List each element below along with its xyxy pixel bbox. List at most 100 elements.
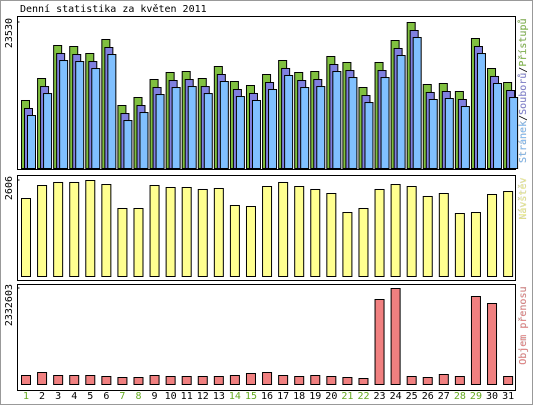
chart-title: Denní statistika za květen 2011 bbox=[20, 3, 207, 15]
bar bbox=[390, 288, 401, 385]
bar bbox=[509, 97, 519, 169]
x-tick-label: 11 bbox=[181, 391, 193, 402]
bar bbox=[503, 376, 514, 386]
bar bbox=[251, 99, 261, 169]
bar bbox=[438, 374, 449, 386]
bar bbox=[197, 376, 208, 386]
bar bbox=[316, 86, 326, 169]
bar bbox=[300, 87, 310, 169]
bar bbox=[310, 375, 321, 386]
bar bbox=[493, 82, 503, 169]
bar bbox=[43, 93, 53, 169]
legend-entry: Souborů bbox=[517, 73, 529, 115]
legend: Stránek/Souborů/Přístupů bbox=[517, 19, 529, 164]
legend-entry: Stránek bbox=[517, 121, 529, 163]
x-tick-label: 30 bbox=[486, 391, 498, 402]
x-tick-label: 23 bbox=[374, 391, 386, 402]
bar bbox=[476, 53, 486, 169]
bar bbox=[332, 71, 342, 169]
x-tick-label: 21 bbox=[341, 391, 353, 402]
x-tick-label: 12 bbox=[197, 391, 209, 402]
x-tick-label: 29 bbox=[470, 391, 482, 402]
bar bbox=[117, 377, 128, 386]
bar bbox=[69, 181, 80, 277]
bar bbox=[454, 213, 465, 278]
bar bbox=[380, 77, 390, 169]
bar bbox=[27, 115, 36, 170]
bar bbox=[294, 376, 305, 386]
x-tick-label: 4 bbox=[71, 391, 77, 402]
bar bbox=[245, 372, 256, 385]
bar bbox=[284, 74, 294, 169]
bar bbox=[460, 106, 470, 170]
x-tick-label: 2 bbox=[39, 391, 45, 402]
bar bbox=[53, 375, 64, 386]
x-tick-label: 19 bbox=[309, 391, 321, 402]
bar bbox=[422, 195, 433, 277]
bar bbox=[171, 87, 181, 169]
bar bbox=[187, 86, 197, 169]
bar bbox=[229, 375, 240, 386]
bar bbox=[21, 375, 31, 386]
bar bbox=[268, 89, 278, 169]
bar bbox=[165, 186, 176, 278]
x-tick-label: 22 bbox=[357, 391, 369, 402]
legend-entry: Přístupů bbox=[517, 19, 529, 67]
bar bbox=[364, 102, 374, 169]
bar bbox=[219, 81, 229, 169]
bar bbox=[358, 378, 369, 386]
bar bbox=[358, 207, 369, 277]
bar bbox=[107, 54, 117, 169]
bar bbox=[229, 205, 240, 277]
bar bbox=[165, 376, 176, 386]
bar bbox=[101, 184, 112, 277]
x-tick-label: 18 bbox=[293, 391, 305, 402]
bar bbox=[412, 37, 422, 169]
bar bbox=[454, 376, 465, 386]
bar bbox=[117, 207, 128, 277]
x-tick-label: 31 bbox=[502, 391, 514, 402]
bar bbox=[149, 185, 160, 277]
bar bbox=[203, 93, 213, 169]
bar bbox=[470, 295, 481, 385]
bar bbox=[326, 376, 337, 386]
bar bbox=[390, 184, 401, 277]
bar bbox=[133, 377, 144, 386]
x-tick-label: 14 bbox=[229, 391, 241, 402]
bar bbox=[235, 96, 245, 169]
x-tick-label: 8 bbox=[135, 391, 141, 402]
bar bbox=[342, 212, 353, 278]
bar bbox=[85, 375, 96, 386]
bar bbox=[245, 206, 256, 277]
bar bbox=[101, 376, 112, 386]
bar bbox=[59, 60, 69, 169]
x-tick-label: 6 bbox=[103, 391, 109, 402]
bar bbox=[133, 207, 144, 277]
bar bbox=[37, 185, 48, 277]
bar bbox=[278, 181, 289, 277]
bar bbox=[374, 298, 385, 385]
bar bbox=[310, 188, 321, 278]
bar bbox=[69, 375, 80, 386]
bar bbox=[342, 377, 353, 386]
bar bbox=[155, 94, 165, 169]
bar bbox=[487, 303, 498, 386]
bar bbox=[181, 376, 192, 386]
panel bbox=[17, 284, 516, 391]
bar bbox=[213, 376, 224, 386]
bar bbox=[470, 212, 481, 278]
x-tick-label: 25 bbox=[406, 391, 418, 402]
bar bbox=[262, 186, 273, 277]
x-tick-label: 3 bbox=[55, 391, 61, 402]
y-tick-label: 2606 bbox=[4, 176, 15, 200]
bar bbox=[294, 186, 305, 277]
bar bbox=[374, 188, 385, 278]
y-tick-label: 23530 bbox=[4, 18, 15, 48]
x-tick-label: 10 bbox=[165, 391, 177, 402]
bar bbox=[422, 377, 433, 386]
x-tick-label: 13 bbox=[213, 391, 225, 402]
legend-entry: Návštěv bbox=[517, 178, 529, 220]
legend-entry: Objem přenosu bbox=[517, 287, 529, 365]
bar bbox=[21, 198, 31, 277]
bar bbox=[139, 112, 149, 170]
